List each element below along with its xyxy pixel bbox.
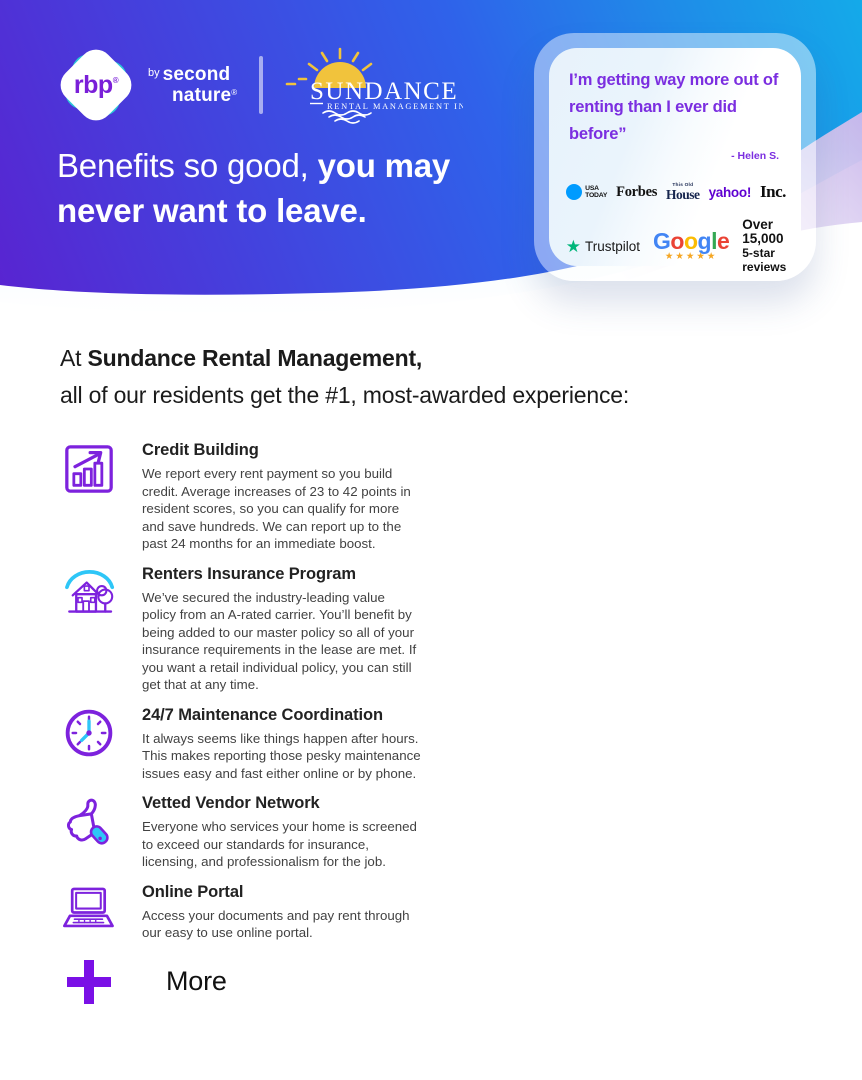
plus-icon [60, 956, 118, 1008]
benefit-credit-building: Credit Building We report every rent pay… [60, 441, 820, 553]
usa-today-circle-icon [566, 184, 583, 200]
benefit-body: Everyone who services your home is scree… [142, 819, 417, 869]
benefit-body: We’ve secured the industry-leading value… [142, 589, 417, 693]
benefit-body: Access your documents and pay rent throu… [142, 907, 410, 941]
laptop-icon [60, 883, 118, 933]
testimonial-card-inner: I’m getting way more out of renting than… [549, 48, 801, 274]
headline-regular: Benefits so good, [57, 147, 318, 184]
usa-today-logo: USA TODAY [566, 184, 607, 200]
rbp-logo: rbp ® [53, 42, 139, 128]
benefit-title: Credit Building [142, 441, 259, 459]
sun-rays-icon [285, 47, 373, 86]
yahoo-logo: yahoo! [708, 184, 752, 200]
benefit-online-portal: Online Portal Access your documents and … [60, 883, 820, 942]
headline-bold-2: never want to leave. [57, 192, 367, 229]
second-nature-logo: by second nature® [148, 65, 237, 105]
rbp-registered-mark: ® [112, 75, 119, 85]
forbes-logo: Forbes [616, 183, 658, 200]
by-label: by [148, 67, 160, 79]
inc-logo: Inc. [760, 182, 786, 201]
media-logos-row: USA TODAY Forbes This Old House yahoo! In… [566, 182, 786, 202]
benefit-maintenance: 24/7 Maintenance Coordination It always … [60, 706, 820, 783]
sundance-wordmark: SUNDANCE [310, 78, 458, 105]
testimonial-attribution: - Helen S. [731, 150, 779, 162]
clock-icon [60, 706, 118, 760]
logo-row: rbp ® by second nature® SUNDANCE RENTAL MA… [53, 42, 463, 128]
benefit-title: Renters Insurance Program [142, 564, 356, 583]
more-label: More [166, 966, 227, 996]
sundance-logo: SUNDANCE RENTAL MANAGEMENT INC [285, 47, 463, 124]
headline-bold-1: you may [317, 147, 451, 184]
benefit-body: It always seems like things happen after… [142, 730, 421, 781]
trustpilot-star-icon: ★ [565, 236, 581, 256]
second-nature-line2: nature [172, 85, 232, 106]
benefit-title: 24/7 Maintenance Coordination [142, 705, 383, 724]
benefit-title: Vetted Vendor Network [142, 794, 320, 812]
benefit-renters-insurance: Renters Insurance Program We’ve secured … [60, 565, 820, 694]
testimonial-quote: I’m getting way more out of renting than… [569, 71, 779, 143]
insured-house-icon [60, 565, 118, 621]
thumbs-up-icon [60, 794, 118, 850]
bar-chart-icon [60, 441, 118, 497]
review-count: Over 15,000 5-star reviews [742, 217, 787, 275]
sun-icon [314, 62, 367, 88]
five-stars-icon: ★★★★★ [664, 251, 718, 262]
reviews-row: ★ Trustpilot Google ★★★★★ Over 15,000 5-… [565, 217, 787, 275]
section-heading: At Sundance Rental Management, all of ou… [60, 345, 630, 408]
water-waves-icon [322, 110, 372, 124]
google-reviews-logo: Google ★★★★★ [652, 228, 730, 262]
second-nature-line1: second [162, 64, 231, 85]
this-old-house-logo: This Old House [666, 183, 700, 202]
benefit-body: We report every rent payment so you buil… [142, 466, 411, 551]
benefit-title: Online Portal [142, 882, 244, 901]
benefits-section: At Sundance Rental Management, all of ou… [60, 340, 820, 1008]
testimonial-card: I’m getting way more out of renting than… [534, 33, 816, 281]
rbp-logo-text: rbp ® [73, 70, 119, 99]
trustpilot-logo: ★ Trustpilot [565, 236, 640, 256]
hero-headline: Benefits so good, you may never want to … [57, 143, 450, 233]
second-nature-registered-mark: ® [231, 88, 238, 97]
benefit-vendor-network: Vetted Vendor Network Everyone who servi… [60, 794, 820, 871]
logo-divider [259, 56, 264, 114]
sundance-subtitle: RENTAL MANAGEMENT INC [327, 102, 463, 111]
more-row: More [60, 956, 820, 1008]
